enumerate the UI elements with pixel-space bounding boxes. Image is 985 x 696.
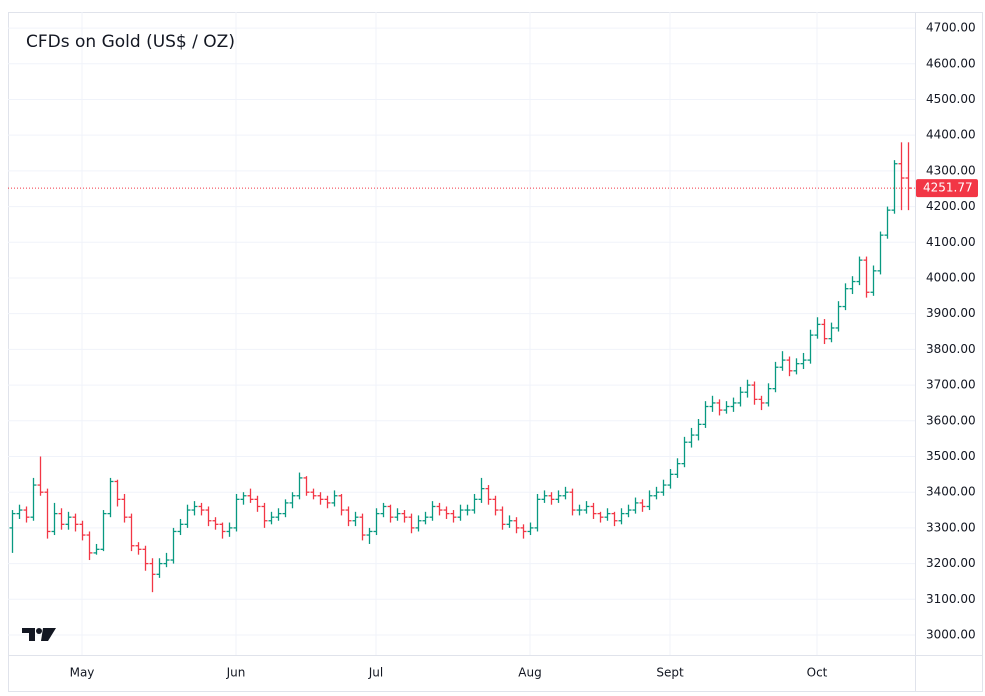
x-tick-label: May	[70, 666, 95, 680]
y-tick-label: 4500.00	[926, 92, 976, 106]
y-tick-label: 3800.00	[926, 342, 976, 356]
y-tick-label: 3200.00	[926, 556, 976, 570]
y-tick-label: 3500.00	[926, 449, 976, 463]
y-tick-label: 4400.00	[926, 128, 976, 142]
y-tick-label: 3100.00	[926, 592, 976, 606]
y-tick-label: 4700.00	[926, 21, 976, 35]
y-tick-label: 3000.00	[926, 628, 976, 642]
y-tick-label: 4000.00	[926, 270, 976, 284]
x-tick-label: Oct	[807, 666, 828, 680]
grid	[8, 12, 915, 655]
x-tick-label: Jul	[368, 666, 383, 680]
y-tick-label: 3600.00	[926, 413, 976, 427]
y-tick-label: 3900.00	[926, 306, 976, 320]
last-price-box	[916, 179, 978, 198]
y-tick-label: 3300.00	[926, 520, 976, 534]
y-tick-label: 4300.00	[926, 163, 976, 177]
y-tick-label: 4600.00	[926, 56, 976, 70]
y-tick-label: 3700.00	[926, 378, 976, 392]
chart-title: CFDs on Gold (US$ / OZ)	[26, 32, 235, 52]
bars	[9, 142, 912, 593]
y-tick-label: 4100.00	[926, 235, 976, 249]
last-price-label: 4251.77	[923, 181, 973, 195]
x-tick-label: Aug	[518, 666, 541, 680]
x-tick-label: Sept	[656, 666, 684, 680]
chart-frame	[8, 12, 983, 692]
y-tick-label: 3400.00	[926, 485, 976, 499]
logo	[22, 628, 56, 641]
x-tick-label: Jun	[226, 666, 246, 680]
axes: 3000.00 3100.00 3200.00 3300.00 3400.00 3500.…	[8, 21, 978, 680]
y-tick-label: 4200.00	[926, 199, 976, 213]
